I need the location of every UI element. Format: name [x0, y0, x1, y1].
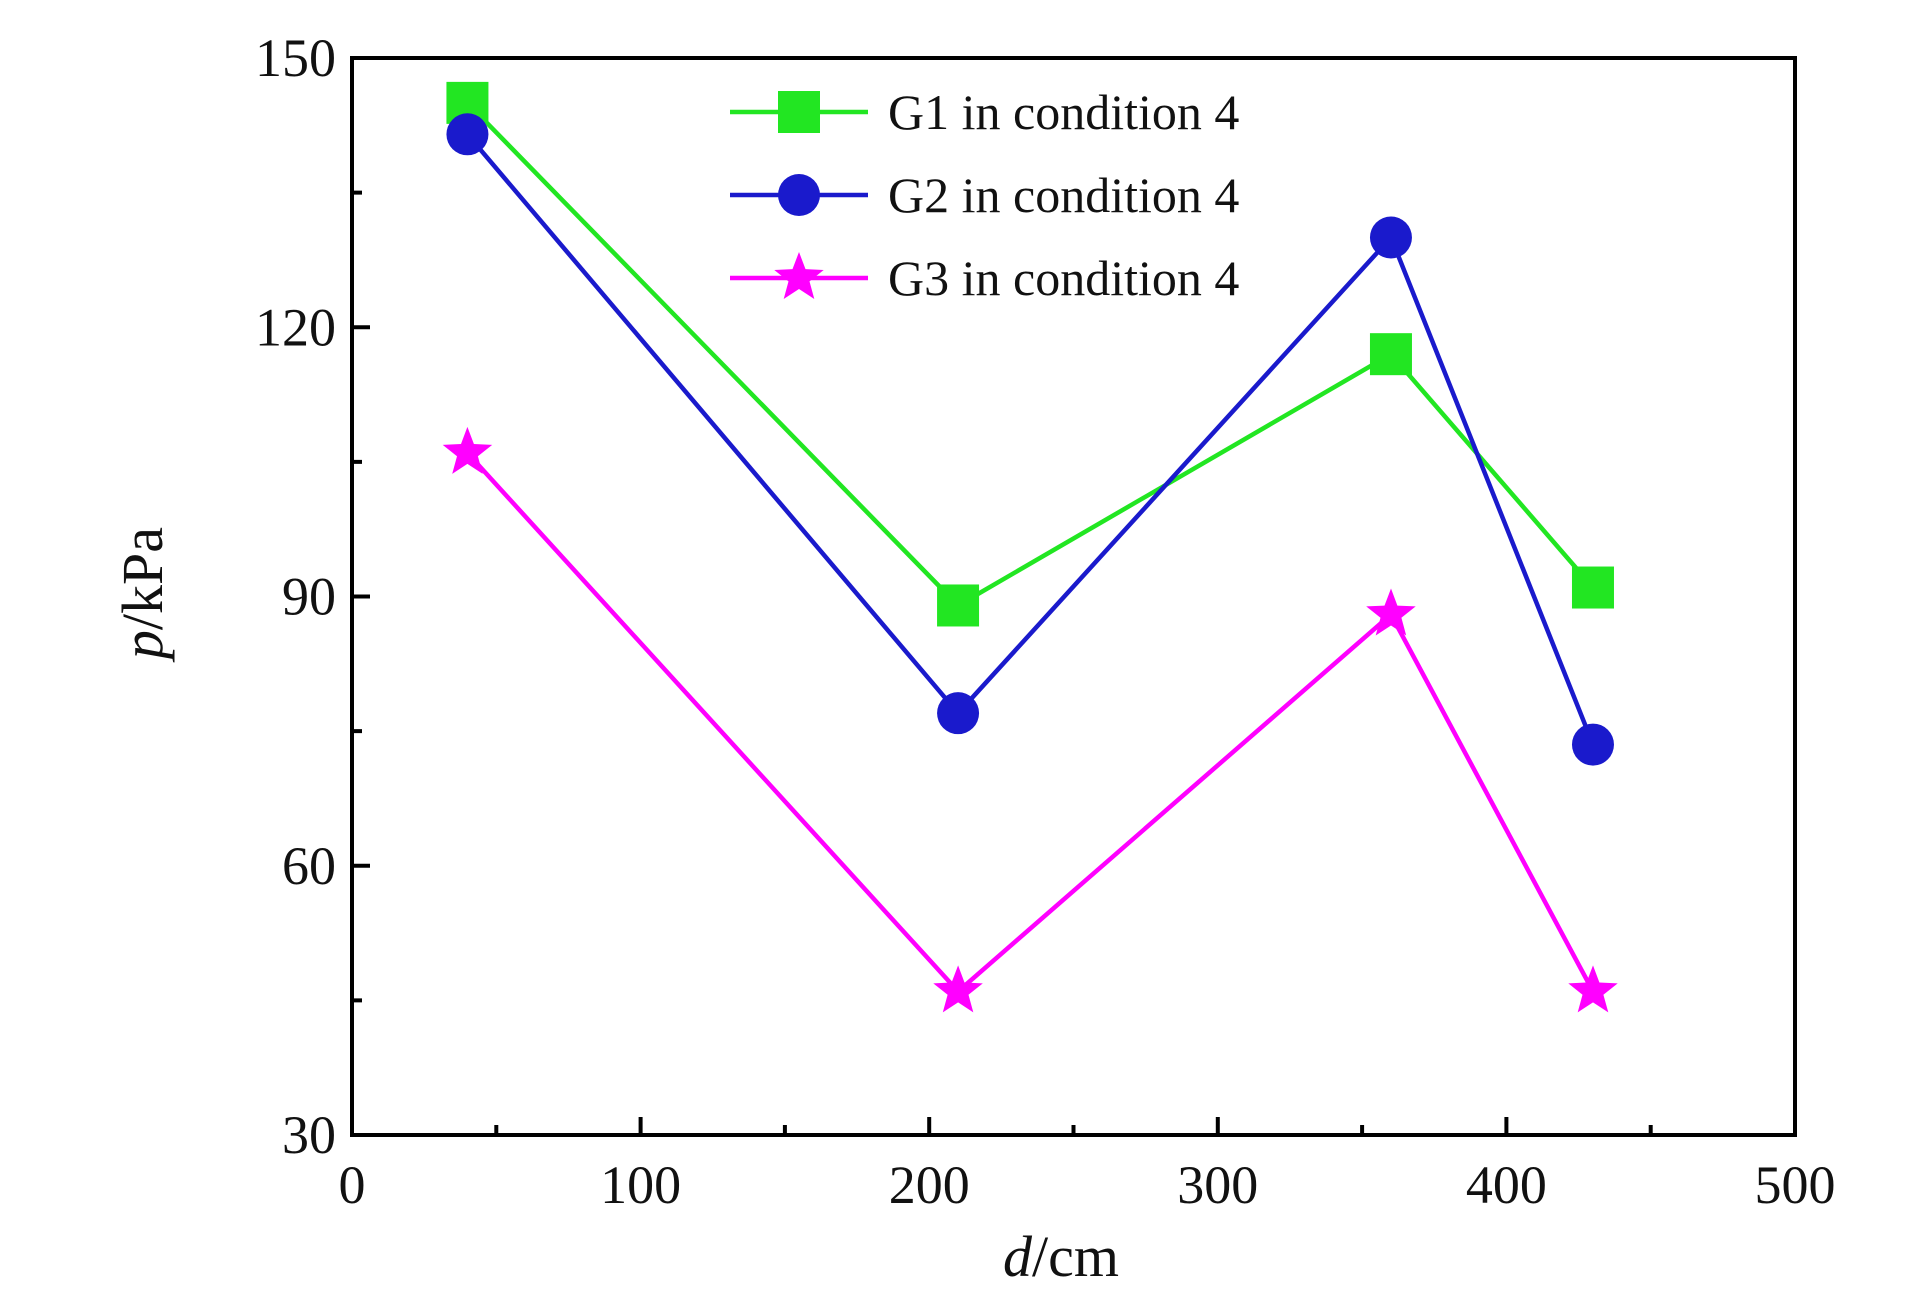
legend-item: G1 in condition 4 — [730, 84, 1239, 140]
series-g3 — [442, 426, 1618, 1013]
x-tick-label: 300 — [1177, 1155, 1258, 1215]
series-layer — [442, 81, 1618, 1013]
y-tick-label: 30 — [282, 1105, 336, 1165]
legend: G1 in condition 4 G2 in condition 4 G3 in … — [730, 84, 1239, 306]
x-tick-label: 400 — [1466, 1155, 1547, 1215]
legend-label: G2 in condition 4 — [888, 167, 1239, 223]
data-point — [1571, 723, 1614, 766]
legend-marker — [778, 91, 820, 133]
series-line — [465, 132, 1596, 746]
data-point — [1369, 333, 1412, 376]
data-point — [937, 584, 980, 627]
y-tick-label: 150 — [255, 28, 336, 88]
axes-layer: 0 100 200 300 400 500 30 60 90 120 150 — [255, 28, 1836, 1215]
data-point — [446, 113, 489, 156]
data-point — [933, 965, 983, 1013]
data-point — [1568, 965, 1618, 1013]
x-tick-label: 500 — [1755, 1155, 1836, 1215]
series-line — [465, 101, 1595, 608]
legend-item: G3 in condition 4 — [730, 250, 1239, 306]
legend-label: G1 in condition 4 — [888, 84, 1239, 140]
legend-label: G3 in condition 4 — [888, 250, 1239, 306]
series-g1 — [446, 81, 1614, 627]
data-point — [1571, 566, 1614, 609]
series-line — [465, 451, 1595, 994]
y-tick-label: 60 — [282, 836, 336, 896]
y-axis-title: p/kPa — [110, 527, 175, 663]
x-tick-label: 0 — [339, 1155, 366, 1215]
legend-item: G2 in condition 4 — [730, 167, 1239, 223]
series-g2 — [446, 113, 1614, 766]
data-point — [1369, 216, 1412, 259]
x-tick-label: 100 — [600, 1155, 681, 1215]
y-tick-label: 90 — [282, 567, 336, 627]
data-point — [937, 692, 980, 735]
data-point — [442, 426, 493, 474]
legend-marker — [778, 174, 820, 216]
x-axis-title: d/cm — [1003, 1224, 1119, 1289]
x-tick-label: 200 — [889, 1155, 970, 1215]
legend-marker — [774, 252, 824, 299]
y-tick-label: 120 — [255, 297, 336, 357]
data-point — [1366, 588, 1416, 636]
